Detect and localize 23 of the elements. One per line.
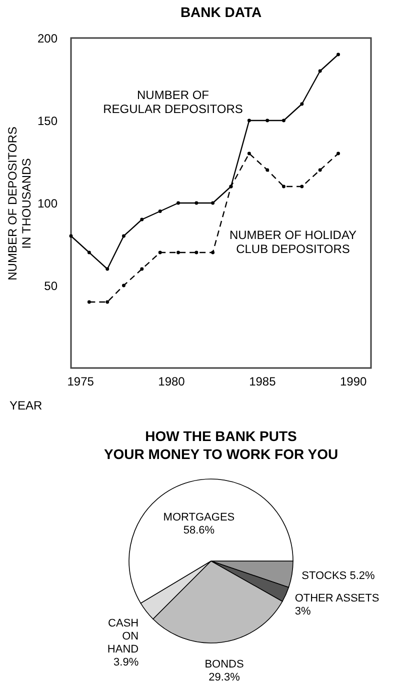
x-axis-title: YEAR — [10, 398, 43, 412]
slice-label: MORTGAGES — [163, 512, 235, 524]
series-label: NUMBER OF HOLIDAY CLUB DEPOSITORS — [229, 228, 357, 256]
y-tick-label: 150 — [37, 114, 58, 128]
data-label: 3% — [294, 606, 311, 618]
chart-title: BANK DATA — [180, 4, 262, 20]
y-tick-label: 100 — [37, 196, 58, 210]
slice-label: OTHER ASSETS — [294, 592, 380, 605]
slice-label: CASH ON HAND — [107, 618, 139, 656]
slice-label: STOCKS 5.2% — [302, 570, 375, 582]
chart-title: HOW THE BANK PUTS YOUR MONEY TO WORK FOR YOU — [104, 428, 338, 462]
y-tick-label: 50 — [44, 279, 58, 293]
y-axis-title: NUMBER OF DEPOSITORS IN THOUSANDS — [5, 126, 34, 280]
data-label: 3.9% — [114, 656, 139, 669]
x-tick-label: 1975 — [67, 374, 94, 388]
y-tick-label: 200 — [37, 32, 58, 46]
x-tick-label: 1990 — [340, 374, 367, 388]
data-label: 58.6% — [183, 524, 215, 537]
series-label: NUMBER OF REGULAR DEPOSITORS — [103, 88, 243, 116]
slice-label: BONDS — [204, 658, 244, 671]
x-tick-label: 1980 — [158, 374, 186, 388]
data-label: 29.3% — [208, 672, 240, 684]
x-tick-label: 1985 — [249, 374, 276, 388]
